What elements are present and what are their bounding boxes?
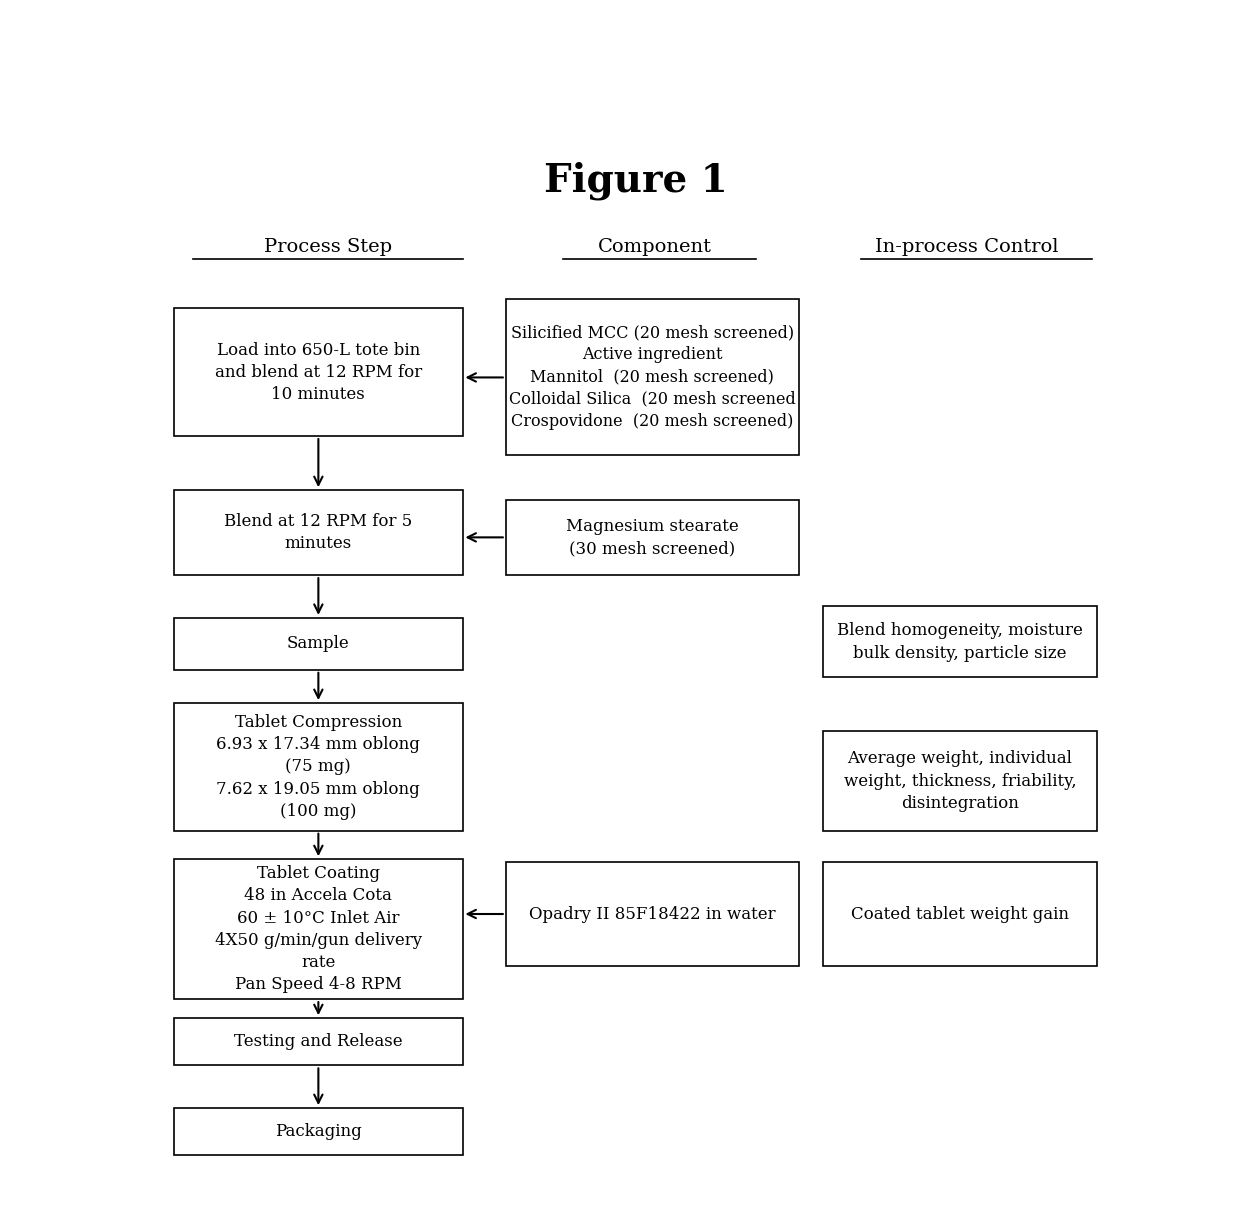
Text: Tablet Compression
6.93 x 17.34 mm oblong
(75 mg)
7.62 x 19.05 mm oblong
(100 mg: Tablet Compression 6.93 x 17.34 mm oblon… xyxy=(217,714,420,820)
Text: Packaging: Packaging xyxy=(275,1123,362,1141)
Bar xyxy=(174,1018,463,1066)
Bar xyxy=(174,703,463,831)
Text: Sample: Sample xyxy=(286,635,350,653)
Bar xyxy=(506,499,799,575)
Bar xyxy=(174,308,463,436)
Text: Blend homogeneity, moisture
bulk density, particle size: Blend homogeneity, moisture bulk density… xyxy=(837,622,1083,661)
Text: Blend at 12 RPM for 5
minutes: Blend at 12 RPM for 5 minutes xyxy=(224,512,413,552)
Text: Opadry II 85F18422 in water: Opadry II 85F18422 in water xyxy=(529,906,776,923)
Bar xyxy=(823,606,1096,677)
Text: Average weight, individual
weight, thickness, friability,
disintegration: Average weight, individual weight, thick… xyxy=(843,751,1076,811)
Text: In-process Control: In-process Control xyxy=(875,238,1059,256)
Text: Testing and Release: Testing and Release xyxy=(234,1034,403,1051)
Bar xyxy=(174,490,463,575)
Text: Magnesium stearate
(30 mesh screened): Magnesium stearate (30 mesh screened) xyxy=(565,517,739,557)
Bar xyxy=(823,731,1096,831)
Text: Coated tablet weight gain: Coated tablet weight gain xyxy=(851,906,1069,923)
Text: Process Step: Process Step xyxy=(264,238,392,256)
Text: Load into 650-L tote bin
and blend at 12 RPM for
10 minutes: Load into 650-L tote bin and blend at 12… xyxy=(215,342,422,403)
Bar xyxy=(174,618,463,670)
Text: Silicified MCC (20 mesh screened)
Active ingredient
Mannitol  (20 mesh screened): Silicified MCC (20 mesh screened) Active… xyxy=(508,324,796,430)
Text: Component: Component xyxy=(598,238,712,256)
Text: Figure 1: Figure 1 xyxy=(543,161,728,200)
Bar xyxy=(823,862,1096,966)
Text: Tablet Coating
48 in Accela Cota
60 ± 10°C Inlet Air
4X50 g/min/gun delivery
rat: Tablet Coating 48 in Accela Cota 60 ± 10… xyxy=(215,865,422,993)
Bar xyxy=(506,299,799,455)
Bar xyxy=(506,862,799,966)
Bar xyxy=(174,1109,463,1155)
Bar xyxy=(174,859,463,999)
